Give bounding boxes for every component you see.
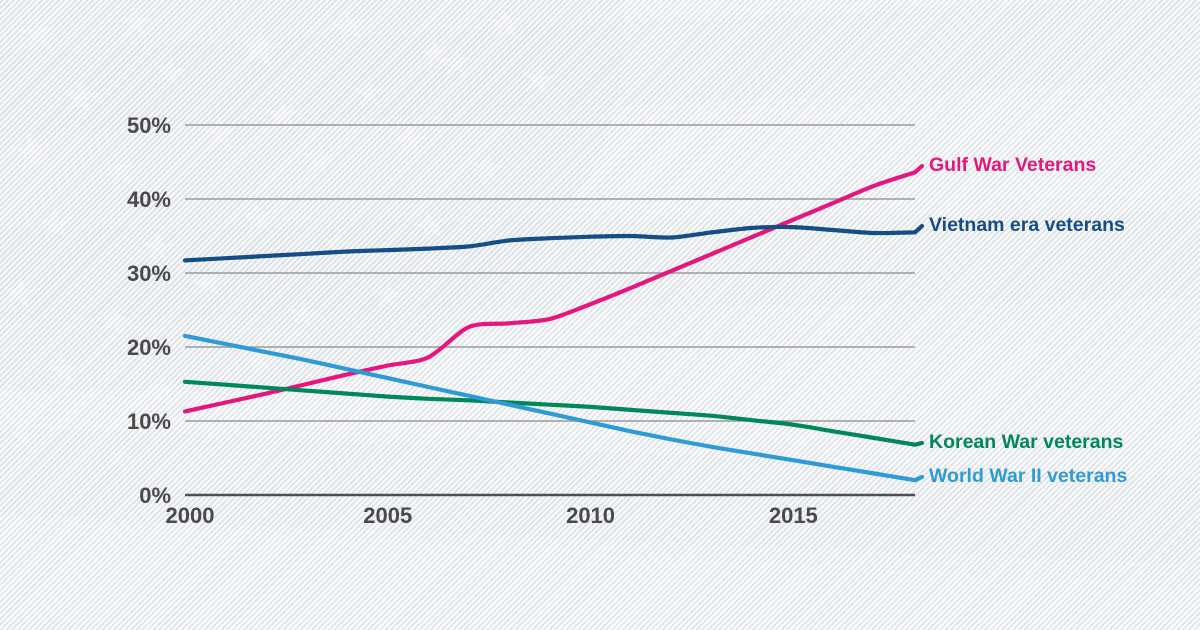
x-axis-tick-label: 2005 [363,503,412,528]
series-line-korean-war-veterans [182,379,918,447]
legend-label-gulf-war-veterans[interactable]: Gulf War Veterans [929,154,1096,176]
x-axis-tick-label: 2000 [166,503,215,528]
y-axis-tick-label: 10% [127,409,171,434]
legend-label-vietnam-era-veterans[interactable]: Vietnam era veterans [929,214,1125,236]
x-axis-tick-labels: 2000 2005 2010 2015 [166,503,818,528]
y-axis-tick-label: 30% [127,261,171,286]
y-axis-tick-label: 40% [127,187,171,212]
series-line-world-war-ii-veterans [182,333,918,483]
x-axis-tick-label: 2010 [566,503,615,528]
legend-connector [912,474,925,483]
series-legend: Gulf War Veterans Vietnam era veterans Kor… [912,154,1127,487]
legend-label-world-war-ii-veterans[interactable]: World War II veterans [929,465,1127,487]
legend-label-korean-war-veterans[interactable]: Korean War veterans [929,431,1124,453]
gridlines [185,124,915,497]
y-axis-tick-label: 50% [127,113,171,138]
series-line-gulf-war-veterans [182,170,918,414]
data-series-lines [182,170,918,483]
x-axis-tick-label: 2015 [769,503,818,528]
series-line-vietnam-era-veterans [182,224,918,263]
legend-connector [912,223,925,235]
legend-connector [912,163,925,175]
y-axis-tick-label: 20% [127,335,171,360]
y-axis-tick-labels: 0% 10% 20% 30% 40% 50% [127,113,171,508]
y-axis-tick-label: 0% [139,483,171,508]
legend-connector [912,440,925,447]
